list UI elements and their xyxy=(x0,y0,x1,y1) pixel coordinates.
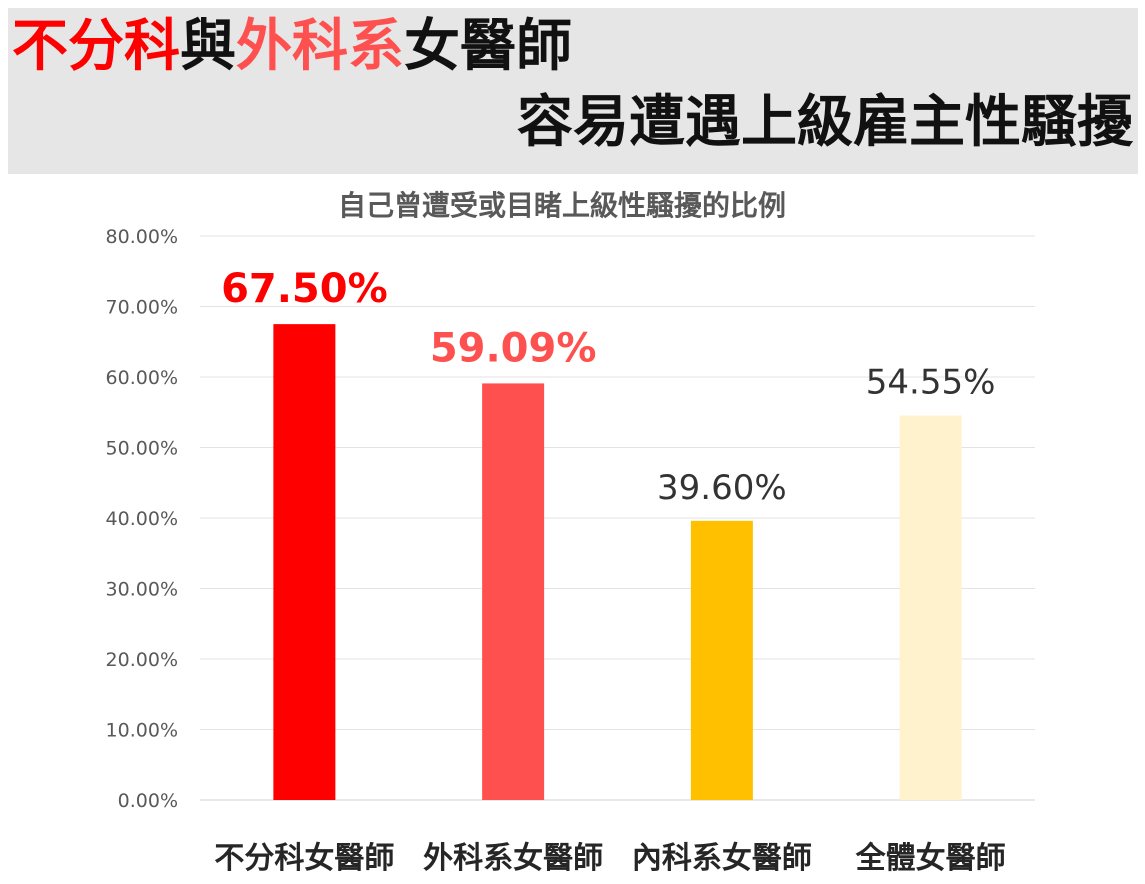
headline-line-2: 容易遭遇上級雇主性騷擾 xyxy=(517,90,1133,155)
headline-line-1: 不分科與外科系女醫師 xyxy=(12,12,572,82)
headline-segment: 女醫師 xyxy=(404,14,572,79)
bar xyxy=(899,415,962,800)
y-tick-label: 30.00% xyxy=(106,579,178,601)
headline-segment: 外科系 xyxy=(236,14,404,79)
x-category-label: 內科系女醫師 xyxy=(632,841,812,876)
x-category-label: 全體女醫師 xyxy=(855,841,1006,876)
bar xyxy=(482,383,545,800)
chart-title: 自己曾遭受或目睹上級性騷擾的比例 xyxy=(338,189,786,222)
bar-value-label: 59.09% xyxy=(430,325,597,371)
y-tick-label: 10.00% xyxy=(106,720,178,742)
title-banner xyxy=(8,8,1138,174)
bar-value-label: 54.55% xyxy=(866,362,996,402)
y-tick-label: 80.00% xyxy=(106,226,178,248)
x-category-label: 外科系女醫師 xyxy=(423,841,603,876)
y-tick-label: 50.00% xyxy=(106,438,178,460)
y-tick-label: 60.00% xyxy=(106,367,178,389)
bar xyxy=(273,324,336,800)
bar-value-label: 67.50% xyxy=(221,266,388,312)
y-tick-label: 20.00% xyxy=(106,649,178,671)
bar xyxy=(690,520,753,800)
headline-segment: 不分科 xyxy=(12,14,180,79)
y-tick-label: 70.00% xyxy=(106,297,178,319)
headline-segment: 與 xyxy=(180,14,236,79)
y-tick-label: 0.00% xyxy=(118,790,178,812)
x-category-label: 不分科女醫師 xyxy=(214,841,394,876)
bar-value-label: 39.60% xyxy=(657,468,787,508)
y-tick-label: 40.00% xyxy=(106,508,178,530)
